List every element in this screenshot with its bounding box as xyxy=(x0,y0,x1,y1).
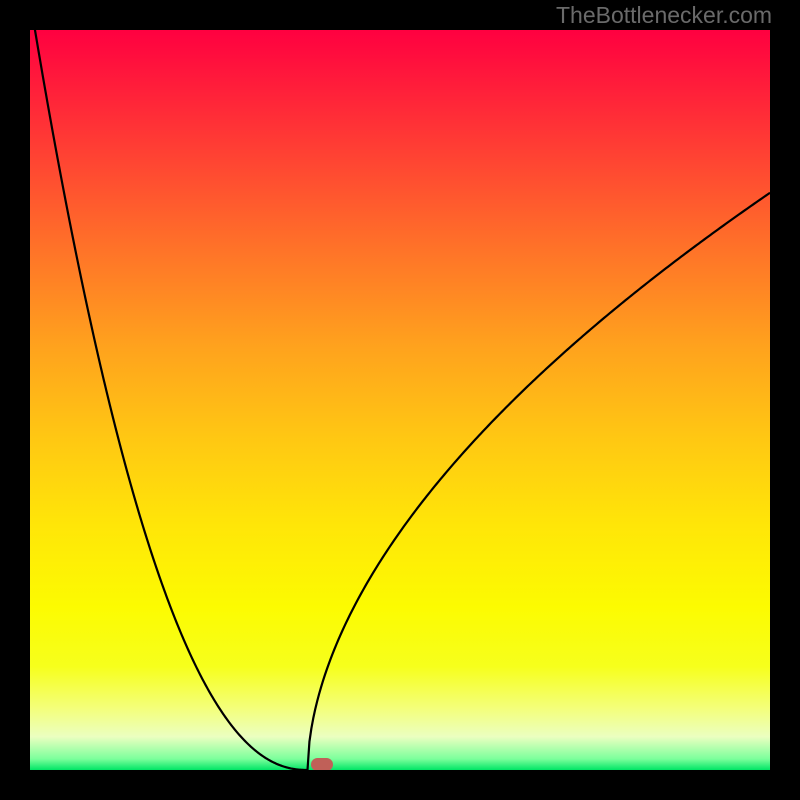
watermark-text: TheBottlenecker.com xyxy=(556,2,772,29)
optimal-point-marker xyxy=(311,758,333,770)
plot-area xyxy=(30,30,770,770)
curve-path xyxy=(30,30,770,770)
bottleneck-curve xyxy=(30,30,770,770)
